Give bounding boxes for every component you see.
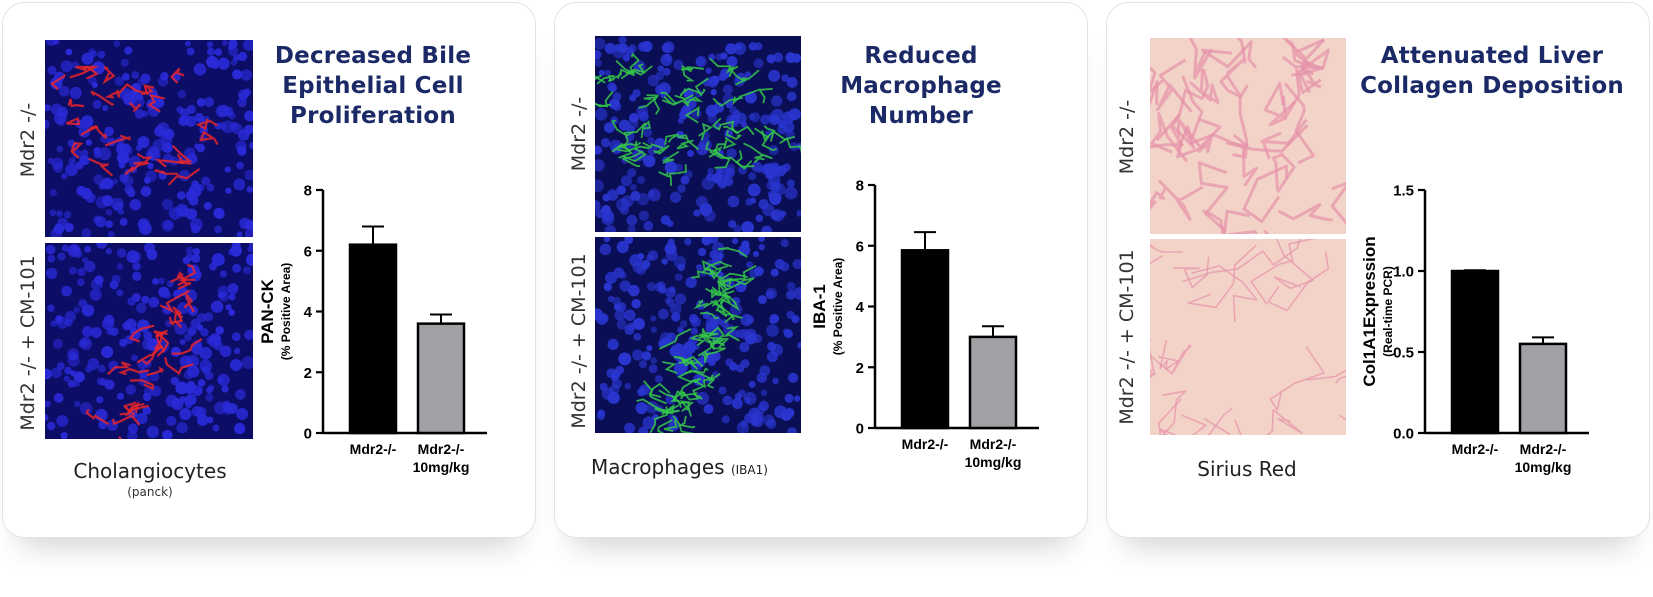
y-tick-label: 2: [304, 365, 312, 382]
caption-sub: (panck): [127, 485, 173, 499]
x-tick-label: 10mg/kg: [965, 454, 1022, 470]
title-line: Proliferation: [290, 103, 456, 129]
bar: [416, 322, 466, 435]
title-line: Attenuated Liver: [1380, 43, 1604, 69]
y-tick-label: 0.5: [1393, 345, 1414, 362]
image-caption: Cholangiocytes (panck): [43, 459, 257, 499]
panel-macrophages: Reduced Macrophage Number Mdr2 -/- Mdr2 …: [554, 2, 1088, 538]
y-tick-label: 1.0: [1393, 264, 1414, 281]
x-tick-label: Mdr2-/-: [902, 436, 949, 452]
micrograph-control: [45, 40, 253, 237]
caption-text: Cholangiocytes: [73, 459, 227, 483]
row-label-treated: Mdr2 -/- + CM-101: [568, 253, 590, 429]
x-tick-label: 10mg/kg: [413, 459, 470, 475]
caption-text: Sirius Red: [1197, 457, 1297, 481]
bar-chart-col1a1: Col1A1Expression (Real-time PCR) 0.0 0.5 1.0…: [1360, 183, 1589, 475]
y-tick-label: 0: [304, 426, 312, 443]
x-tick-label: Mdr2-/-: [1452, 441, 1499, 457]
bar-chart-iba-1: IBA-1 (% Positive Area) 0 2 4 6 8 Mdr2-/- Mdr2-/…: [810, 178, 1039, 470]
bar: [968, 335, 1018, 430]
panel-title: Reduced Macrophage Number: [801, 41, 1041, 131]
bar: [348, 243, 398, 435]
title-line: Collagen Deposition: [1360, 73, 1624, 99]
y-tick-label: 0.0: [1393, 426, 1414, 443]
title-line: Epithelial Cell: [282, 73, 464, 99]
y-tick-label: 4: [304, 304, 313, 321]
image-caption: Sirius Red: [1147, 457, 1347, 481]
caption-small: (IBA1): [730, 463, 768, 477]
row-label-control: Mdr2 -/-: [568, 96, 590, 172]
image-caption: Macrophages (IBA1): [591, 455, 891, 479]
x-tick-label: Mdr2-/-: [418, 441, 465, 457]
y-tick-label: 2: [856, 360, 864, 377]
y-tick-label: 8: [304, 183, 312, 200]
bar: [900, 249, 950, 430]
y-axis-subtitle: (% Positive Area): [279, 263, 293, 361]
x-tick-label: 10mg/kg: [1515, 459, 1572, 475]
x-tick-label: Mdr2-/-: [1520, 441, 1567, 457]
row-label-control: Mdr2 -/-: [17, 102, 39, 178]
row-label-treated: Mdr2 -/- + CM-101: [1116, 249, 1138, 425]
bar-chart-pan-ck: PAN-CK (% Positive Area) 0 2 4 6 8 Mdr2-/- Mdr2-…: [258, 183, 487, 475]
micrograph-treated: [45, 243, 253, 439]
y-tick-label: 8: [856, 178, 864, 195]
y-axis-title: IBA-1: [810, 284, 829, 328]
title-line: Decreased Bile: [274, 43, 472, 69]
panel-title: Decreased Bile Epithelial Cell Prolifera…: [253, 41, 493, 131]
y-tick-label: 1.5: [1393, 183, 1414, 200]
micrograph-control: [1150, 38, 1346, 234]
panel-collagen: Attenuated Liver Collagen Deposition Mdr…: [1106, 2, 1650, 538]
row-label-treated: Mdr2 -/- + CM-101: [17, 255, 39, 431]
title-line: Macrophage: [840, 73, 1002, 99]
micrograph-treated: [1150, 239, 1346, 435]
micrograph-control: [595, 36, 801, 232]
row-label-control: Mdr2 -/-: [1116, 99, 1138, 175]
x-tick-label: Mdr2-/-: [350, 441, 397, 457]
y-axis-subtitle: (% Positive Area): [831, 258, 845, 356]
y-tick-label: 6: [856, 238, 864, 255]
title-line: Reduced: [864, 43, 978, 69]
caption-text: Macrophages: [591, 455, 725, 479]
y-axis-title: Col1A1Expression: [1360, 236, 1379, 386]
y-axis-title: PAN-CK: [258, 278, 277, 344]
bar: [1518, 342, 1568, 435]
y-tick-label: 0: [856, 421, 864, 438]
y-tick-label: 6: [304, 243, 312, 260]
bar: [1450, 269, 1500, 435]
title-line: Number: [868, 103, 974, 129]
y-axis-subtitle: (Real-time PCR): [1381, 266, 1395, 357]
x-tick-label: Mdr2-/-: [970, 436, 1017, 452]
panel-cholangiocytes: Decreased Bile Epithelial Cell Prolifera…: [2, 2, 536, 538]
micrograph-treated: [595, 237, 801, 433]
y-tick-label: 4: [856, 299, 865, 316]
panel-title: Attenuated Liver Collagen Deposition: [1357, 41, 1627, 101]
